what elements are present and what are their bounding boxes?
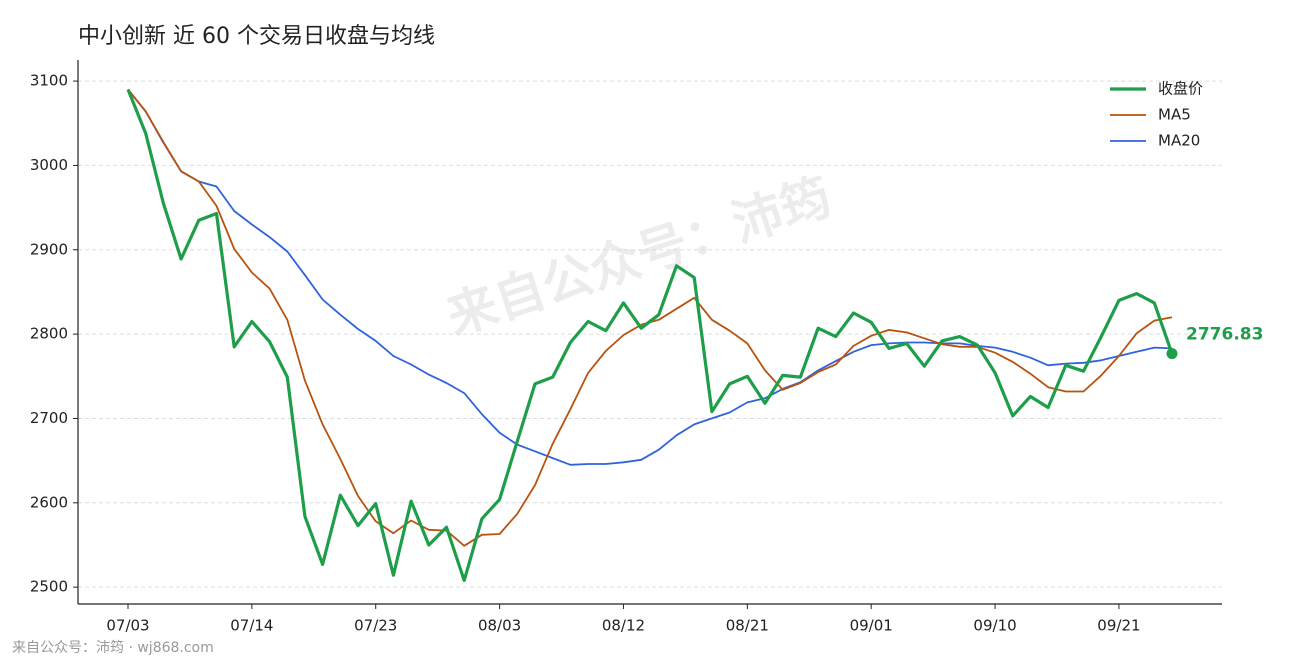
y-tick-label: 2700 [30, 409, 68, 427]
series-line [127, 88, 1173, 547]
y-tick-label: 3100 [30, 72, 68, 90]
x-tick-label: 09/10 [973, 617, 1016, 635]
series-line [127, 88, 1173, 466]
legend-label: MA20 [1158, 132, 1200, 150]
y-tick-label: 2800 [30, 325, 68, 343]
x-tick-label: 07/23 [354, 617, 397, 635]
x-tick-label: 09/01 [850, 617, 893, 635]
y-tick-label: 2500 [30, 578, 68, 596]
last-point [1166, 348, 1178, 360]
x-tick-label: 08/12 [602, 617, 645, 635]
x-tick-label: 08/03 [478, 617, 521, 635]
x-tick-label: 07/03 [106, 617, 149, 635]
x-tick-label: 07/14 [230, 617, 273, 635]
footer: 来自公众号：沛筠 · wj868.com [12, 639, 214, 656]
y-tick-label: 3000 [30, 156, 68, 174]
legend-label: 收盘价 [1158, 80, 1203, 98]
legend-label: MA5 [1158, 106, 1191, 124]
last-label: 2776.83 [1186, 325, 1263, 345]
chart-title: 中小创新 近 60 个交易日收盘与均线 [78, 24, 435, 49]
x-tick-label: 09/21 [1097, 617, 1140, 635]
y-tick-label: 2600 [30, 493, 68, 511]
series-line [126, 88, 1174, 582]
y-tick-label: 2900 [30, 240, 68, 258]
x-tick-label: 08/21 [726, 617, 769, 635]
watermark: 来自公众号：沛筠 [440, 167, 838, 346]
